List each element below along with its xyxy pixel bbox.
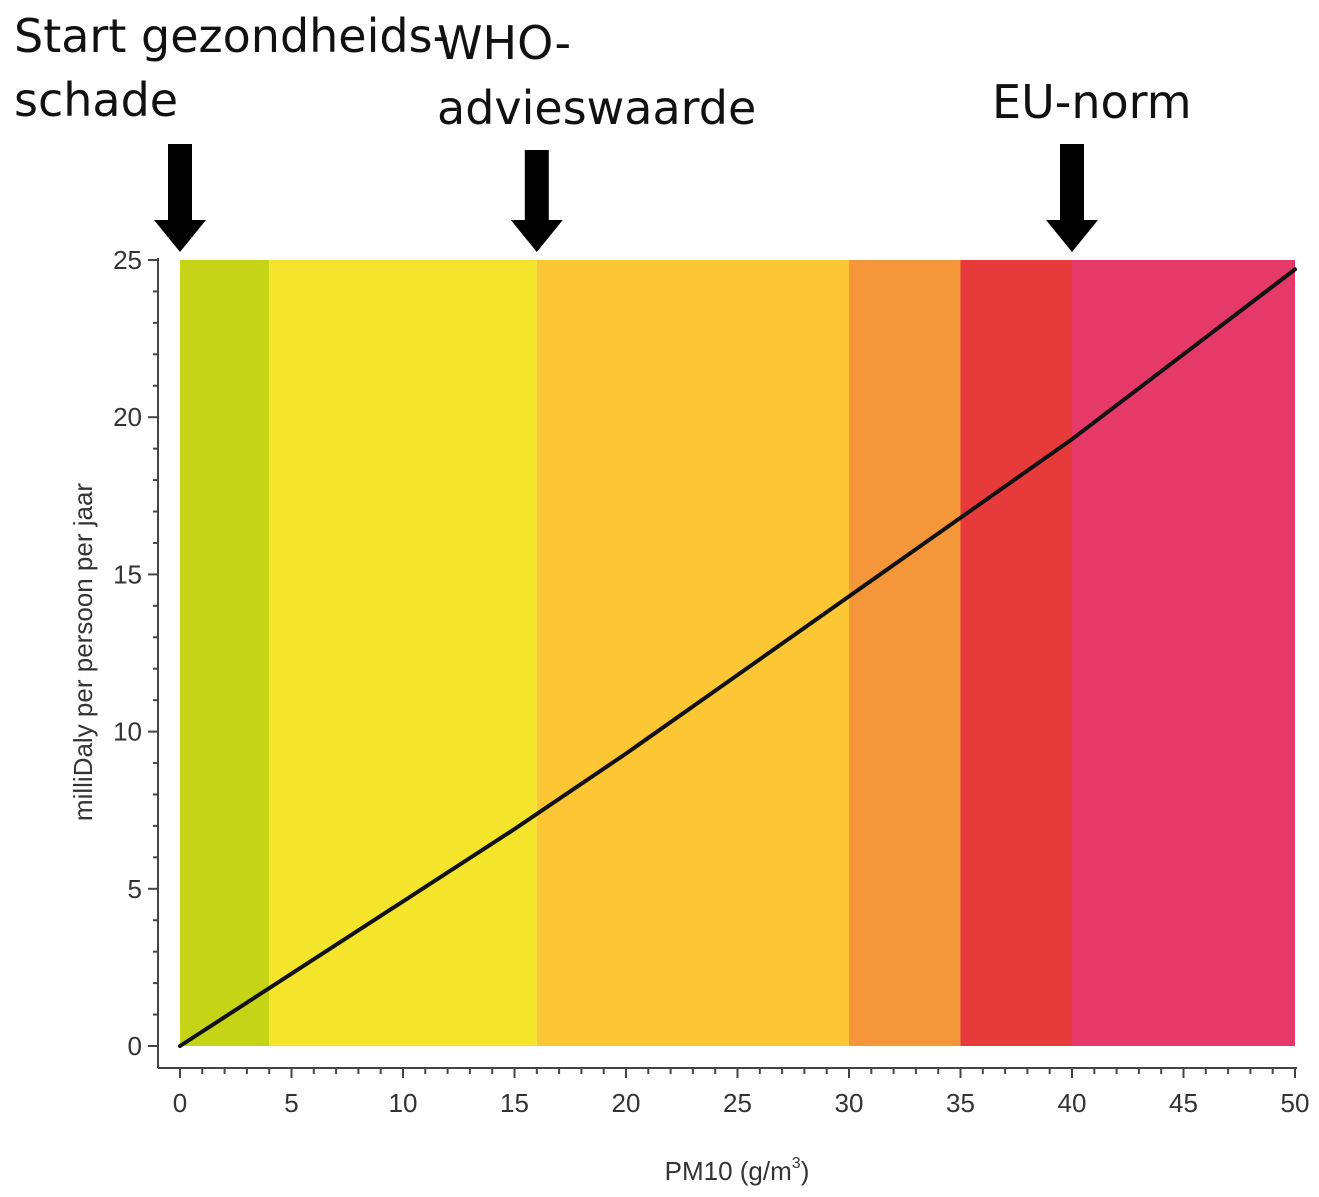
ticks: 0 5 10 15 20 25 0 5 10 15 20 25 30 35 40 45 50 [113, 245, 1309, 1118]
y-tick-label: 10 [113, 717, 142, 747]
x-tick-label: 30 [835, 1088, 864, 1118]
x-tick-label: 0 [173, 1088, 187, 1118]
down-arrow-icon [510, 150, 563, 252]
series [178, 267, 1297, 1048]
x-tick-label: 5 [284, 1088, 298, 1118]
band-2 [536, 260, 849, 1046]
x-axis-label-suffix: ) [801, 1156, 810, 1186]
y-tick-label: 25 [113, 245, 142, 275]
y-axis-label: milliDaly per persoon per jaar [68, 483, 98, 821]
x-axis-label-main: PM10 (g/m [665, 1156, 792, 1186]
annotation-label: schade [14, 73, 178, 127]
y-tick-label: 0 [128, 1031, 142, 1061]
annotation-label: Start gezondheids- [14, 9, 449, 63]
band-1 [269, 260, 537, 1046]
series-line-0 [178, 267, 1297, 1048]
down-arrow-icon [1046, 144, 1098, 252]
annotation-label: advieswaarde [437, 81, 756, 135]
band-5 [1072, 260, 1295, 1046]
axes [157, 258, 1297, 1069]
x-tick-label: 10 [389, 1088, 418, 1118]
x-tick-label: 45 [1169, 1088, 1198, 1118]
band-3 [849, 260, 961, 1046]
x-tick-label: 25 [723, 1088, 752, 1118]
down-arrow-icon [154, 144, 206, 252]
x-axis-label: PM10 (g/m3) [665, 1155, 810, 1186]
annotation-label: EU-norm [992, 75, 1192, 129]
annotation-label: WHO- [437, 16, 571, 70]
y-tick-label: 5 [128, 874, 142, 904]
band-0 [180, 260, 270, 1046]
x-tick-label: 50 [1281, 1088, 1310, 1118]
background-bands [180, 260, 1295, 1046]
band-4 [960, 260, 1072, 1046]
x-tick-label: 40 [1058, 1088, 1087, 1118]
annotations: Start gezondheids-schade WHO-advieswaarde… [14, 9, 1192, 252]
x-tick-label: 15 [500, 1088, 529, 1118]
y-tick-label: 20 [113, 402, 142, 432]
x-tick-label: 20 [612, 1088, 641, 1118]
x-tick-label: 35 [946, 1088, 975, 1118]
x-axis-label-superscript: 3 [792, 1155, 801, 1172]
y-tick-label: 15 [113, 559, 142, 589]
